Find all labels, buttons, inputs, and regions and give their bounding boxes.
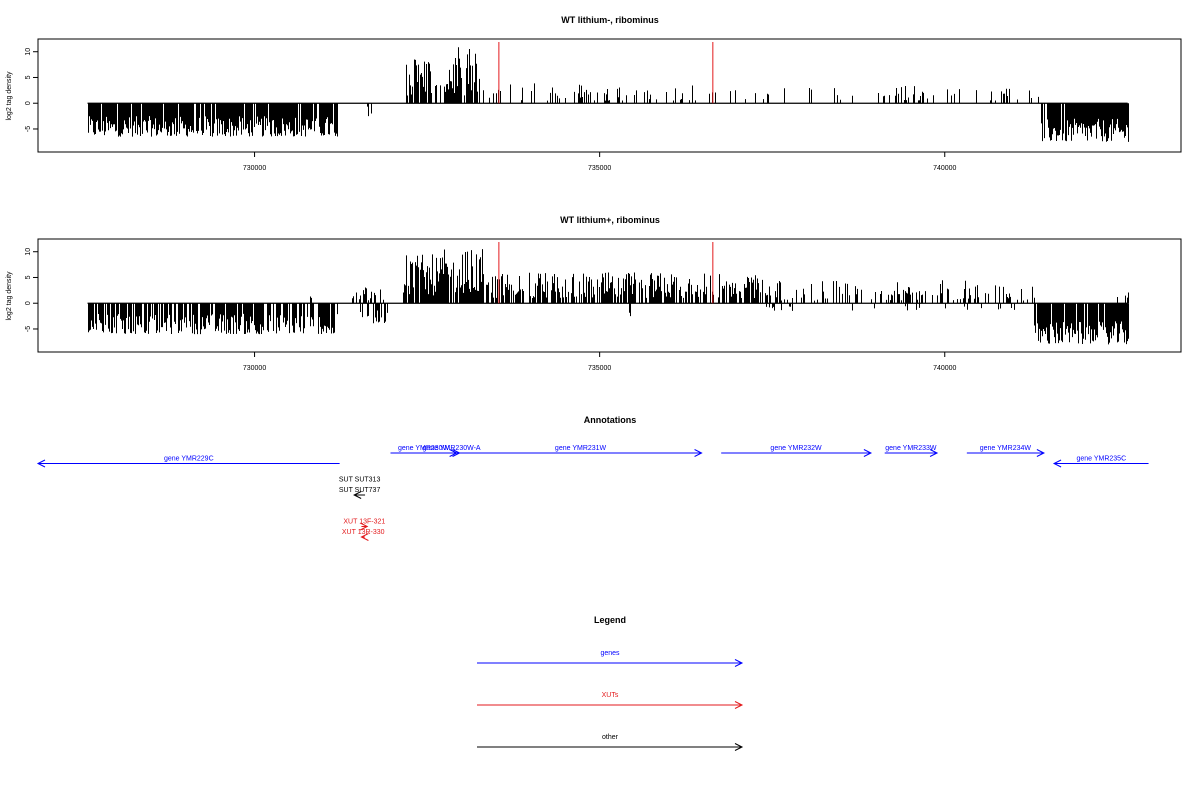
- position-markers: [498, 42, 714, 104]
- y-axis-label: log2 tag density: [6, 271, 13, 321]
- signal-track: [87, 47, 1129, 142]
- x-tick-label: 740000: [933, 165, 956, 172]
- legend-label: other: [602, 734, 619, 741]
- legend-entry: XUTs: [477, 692, 744, 709]
- legend-title: Legend: [594, 615, 626, 625]
- feature-label: SUT SUT737: [339, 487, 381, 494]
- feature-label: gene YMR235C: [1076, 456, 1126, 463]
- feature-label: gene YMR230W-A: [422, 445, 480, 452]
- y-tick-label: 0: [25, 301, 32, 305]
- arrow-head: [360, 522, 369, 531]
- feature: gene YMR231W: [459, 445, 703, 457]
- panel-wt-lithium-plus: WT lithium+, ribominus log2 tag density …: [6, 215, 1182, 372]
- feature: XUT 13R-330: [342, 529, 385, 541]
- axes: 10 5 0 -5 730000 735000 740000: [25, 48, 957, 172]
- x-tick-label: 730000: [243, 165, 266, 172]
- feature-label: XUT 13R-330: [342, 529, 385, 536]
- legend-label: genes: [600, 650, 620, 657]
- feature: SUT SUT313: [339, 477, 381, 484]
- y-tick-label: 0: [25, 101, 32, 105]
- legend-label: XUTs: [602, 692, 619, 699]
- legend-entries: genes XUTs other: [477, 650, 744, 751]
- legend-entry: other: [477, 734, 744, 751]
- plot-frame: [37, 38, 1182, 153]
- feature-label: gene YMR232W: [770, 445, 822, 452]
- feature: XUT 13F-321: [343, 519, 385, 531]
- legend-arrow-head: [734, 701, 744, 709]
- arrow-head: [36, 459, 46, 468]
- x-tick-label: 735000: [588, 365, 611, 372]
- arrow-head: [1036, 449, 1046, 457]
- feature: gene YMR230W-A: [422, 445, 481, 457]
- legend-arrow-head: [734, 743, 744, 751]
- arrow-head: [929, 449, 939, 457]
- feature: gene YMR229C: [36, 456, 340, 468]
- feature: gene YMR235C: [1052, 456, 1149, 468]
- feature: gene YMR232W: [721, 445, 873, 457]
- x-tick-label: 740000: [933, 365, 956, 372]
- signal-track: [87, 249, 1129, 345]
- arrow-head: [863, 449, 873, 457]
- x-tick-label: 735000: [588, 165, 611, 172]
- y-tick-label: -5: [25, 326, 32, 332]
- legend-panel: Legend genes XUTs other: [477, 615, 744, 751]
- feature-label: gene YMR231W: [555, 445, 607, 452]
- panel-wt-lithium-minus: WT lithium-, ribominus log2 tag density …: [6, 15, 1182, 172]
- feature-label: gene YMR234W: [980, 445, 1032, 452]
- legend-entry: genes: [477, 650, 744, 667]
- feature: SUT SUT737: [339, 487, 381, 499]
- feature-label: gene YMR233W: [885, 445, 937, 452]
- legend-arrow-head: [734, 659, 744, 667]
- position-markers: [498, 242, 714, 304]
- x-tick-label: 730000: [243, 365, 266, 372]
- y-tick-label: 10: [25, 248, 32, 256]
- annotations-title: Annotations: [584, 415, 637, 425]
- arrow-head: [353, 491, 362, 499]
- y-axis-label: log2 tag density: [6, 71, 13, 121]
- feature: gene YMR233W: [884, 445, 939, 457]
- y-tick-label: 10: [25, 48, 32, 56]
- feature: gene YMR234W: [966, 445, 1046, 457]
- panel-title: WT lithium-, ribominus: [561, 15, 659, 25]
- arrow-head: [360, 533, 369, 541]
- axes: 10 5 0 -5 730000 735000 740000: [25, 248, 957, 372]
- feature-label: gene YMR230W: [398, 445, 450, 452]
- plot-frame: [37, 238, 1182, 353]
- arrow-head: [694, 449, 703, 457]
- y-tick-label: 5: [25, 275, 32, 279]
- feature-label: SUT SUT313: [339, 477, 381, 484]
- arrow-head: [1052, 459, 1062, 468]
- feature-label: gene YMR229C: [164, 456, 214, 463]
- y-tick-label: -5: [25, 126, 32, 132]
- y-tick-label: 5: [25, 75, 32, 79]
- panel-title: WT lithium+, ribominus: [560, 215, 660, 225]
- feature-label: XUT 13F-321: [343, 519, 385, 526]
